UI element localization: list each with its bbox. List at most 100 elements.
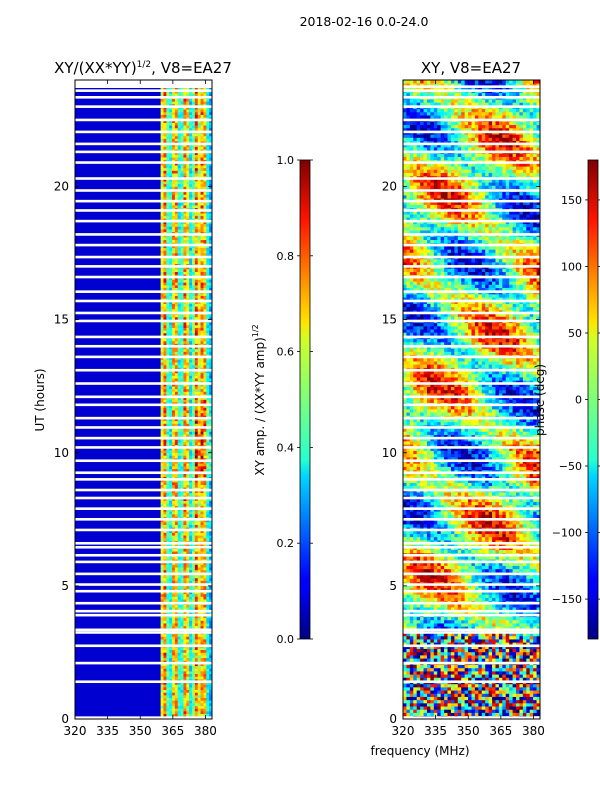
phase-cell bbox=[529, 693, 534, 697]
amplitude-cell bbox=[172, 237, 176, 241]
amplitude-cell bbox=[166, 521, 170, 525]
amplitude-cell bbox=[192, 324, 196, 328]
amplitude-cell bbox=[189, 703, 193, 706]
amplitude-cell bbox=[180, 442, 184, 446]
amplitude-cell bbox=[169, 569, 173, 573]
amplitude-cell bbox=[189, 245, 193, 249]
phase-cell bbox=[509, 690, 513, 694]
amplitude-cell bbox=[206, 186, 210, 190]
amplitude-cell bbox=[186, 386, 190, 390]
amplitude-cell bbox=[166, 535, 170, 539]
flagged-gap-row bbox=[75, 471, 212, 475]
amplitude-cell bbox=[166, 279, 170, 283]
amplitude-cell bbox=[169, 300, 173, 304]
amplitude-cell bbox=[192, 170, 196, 174]
amplitude-cell bbox=[160, 561, 164, 565]
phase-cell bbox=[495, 696, 500, 701]
amplitude-cell bbox=[192, 213, 196, 217]
phase-cell bbox=[478, 703, 483, 707]
amplitude-cell bbox=[209, 511, 212, 515]
amplitude-cell bbox=[186, 647, 190, 651]
amplitude-cell bbox=[166, 460, 170, 464]
amplitude-cell bbox=[177, 455, 181, 459]
amplitude-cell bbox=[169, 351, 173, 355]
amplitude-cell bbox=[197, 327, 201, 331]
amplitude-cell bbox=[197, 370, 201, 374]
amplitude-cell bbox=[172, 410, 176, 414]
amplitude-cell bbox=[160, 300, 164, 304]
amplitude-cell bbox=[174, 511, 179, 515]
amplitude-cell bbox=[203, 569, 207, 573]
phase-cell bbox=[461, 687, 465, 691]
amplitude-cell bbox=[174, 356, 179, 360]
amplitude-cell bbox=[177, 346, 181, 350]
phase-cell bbox=[403, 706, 407, 710]
phase-cell bbox=[444, 696, 448, 701]
amplitude-cell bbox=[174, 641, 179, 645]
amplitude-cell bbox=[172, 106, 176, 110]
phase-cell bbox=[498, 677, 503, 681]
phase-cell bbox=[478, 706, 483, 710]
phase-cell bbox=[430, 677, 435, 681]
amplitude-cell bbox=[209, 223, 212, 227]
amplitude-cell bbox=[180, 420, 184, 424]
amplitude-cell bbox=[174, 713, 179, 717]
amplitude-cell bbox=[183, 109, 187, 113]
amplitude-cell bbox=[206, 577, 210, 581]
phase-cell bbox=[406, 712, 411, 717]
amplitude-cell bbox=[209, 439, 212, 443]
amplitude-cell bbox=[160, 442, 164, 446]
amplitude-cell bbox=[169, 452, 173, 456]
amplitude-cell bbox=[206, 375, 210, 379]
amplitude-cell bbox=[186, 186, 190, 190]
amplitude-cell bbox=[180, 90, 184, 94]
amplitude-cell bbox=[197, 143, 201, 147]
amplitude-cell bbox=[209, 596, 212, 600]
amplitude-cell bbox=[166, 663, 170, 667]
amplitude-cell bbox=[172, 556, 176, 560]
amplitude-cell bbox=[189, 215, 193, 219]
amplitude-cell bbox=[177, 519, 181, 523]
amplitude-cell bbox=[180, 247, 184, 251]
amplitude-cell bbox=[180, 364, 184, 368]
amplitude-cell bbox=[177, 279, 181, 283]
amplitude-cell bbox=[189, 386, 193, 390]
amplitude-cell bbox=[177, 122, 181, 126]
amplitude-cell bbox=[169, 316, 173, 320]
phase-cell bbox=[526, 696, 531, 701]
amplitude-cell bbox=[197, 407, 201, 411]
amplitude-cell bbox=[189, 258, 193, 262]
amplitude-cell bbox=[206, 266, 210, 270]
amplitude-cell bbox=[197, 378, 201, 382]
amplitude-cell bbox=[192, 223, 196, 227]
amplitude-cell bbox=[194, 340, 199, 344]
amplitude-cell bbox=[169, 511, 173, 515]
phase-cell bbox=[413, 683, 418, 688]
amplitude-cell bbox=[177, 687, 181, 691]
amplitude-cell bbox=[183, 348, 187, 352]
amplitude-cell bbox=[203, 521, 207, 525]
amplitude-cell bbox=[197, 138, 201, 142]
amplitude-cell bbox=[203, 508, 207, 512]
amplitude-cell bbox=[206, 133, 210, 137]
amplitude-cell bbox=[174, 423, 179, 427]
phase-cell bbox=[406, 709, 411, 713]
amplitude-cell bbox=[172, 521, 176, 525]
amplitude-cell bbox=[166, 442, 170, 446]
amplitude-cell bbox=[197, 498, 201, 501]
amplitude-cell bbox=[183, 620, 187, 624]
amplitude-cell bbox=[192, 386, 196, 390]
amplitude-cell bbox=[203, 439, 207, 443]
flagged-gap-row bbox=[75, 459, 212, 463]
amplitude-cell bbox=[180, 215, 184, 219]
amplitude-cell bbox=[169, 167, 173, 171]
amplitude-cell bbox=[160, 239, 164, 243]
amplitude-cell bbox=[206, 434, 210, 438]
phase-cell bbox=[495, 683, 500, 688]
amplitude-cell bbox=[192, 671, 196, 675]
amplitude-cell bbox=[180, 404, 184, 408]
flagged-gap-row bbox=[75, 209, 212, 212]
amplitude-cell bbox=[172, 327, 176, 331]
amplitude-cell bbox=[192, 287, 196, 291]
amplitude-cell bbox=[183, 663, 187, 667]
